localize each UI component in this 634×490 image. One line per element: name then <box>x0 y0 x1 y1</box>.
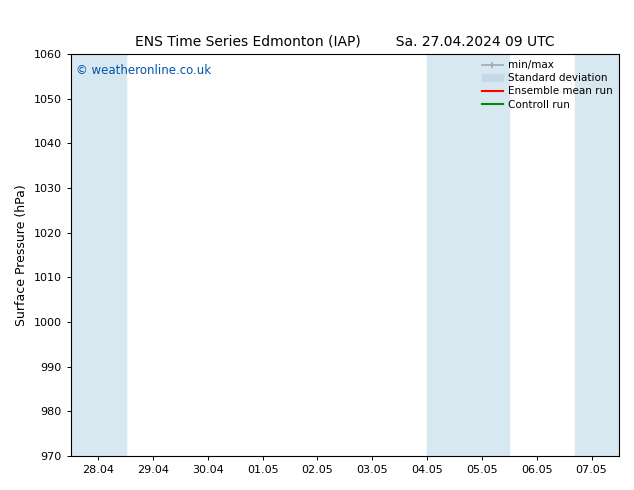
Y-axis label: Surface Pressure (hPa): Surface Pressure (hPa) <box>15 184 28 326</box>
Title: ENS Time Series Edmonton (IAP)        Sa. 27.04.2024 09 UTC: ENS Time Series Edmonton (IAP) Sa. 27.04… <box>135 35 555 49</box>
Bar <box>427 54 509 456</box>
Text: © weatheronline.co.uk: © weatheronline.co.uk <box>76 64 211 77</box>
Bar <box>575 54 619 456</box>
Legend: min/max, Standard deviation, Ensemble mean run, Controll run: min/max, Standard deviation, Ensemble me… <box>478 56 617 114</box>
Bar <box>71 54 126 456</box>
